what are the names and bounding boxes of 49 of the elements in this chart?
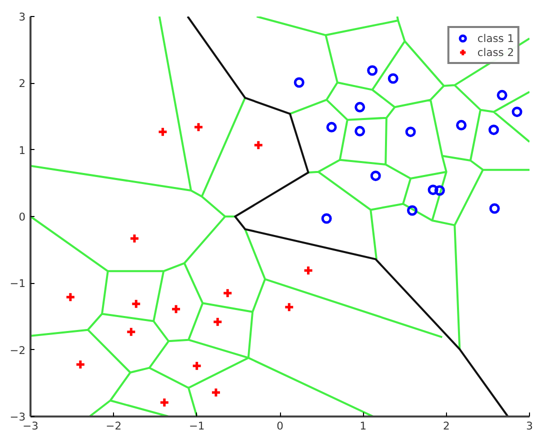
- point: [192, 360, 202, 372]
- y-tick-label: 2: [18, 77, 26, 90]
- legend-label: class 1: [477, 31, 514, 45]
- legend-label: class 2: [477, 45, 514, 59]
- point: [157, 126, 168, 138]
- point: [367, 65, 378, 76]
- point: [303, 265, 314, 276]
- point: [222, 288, 233, 298]
- point: [170, 304, 182, 314]
- y-tick-label: 0: [18, 210, 26, 224]
- point: [210, 387, 222, 398]
- point: [75, 359, 86, 370]
- point: [354, 102, 366, 112]
- point: [354, 126, 366, 136]
- y-tick-label: −1: [10, 277, 26, 290]
- x-tick-label: 0: [276, 420, 284, 432]
- point: [193, 122, 204, 132]
- point: [126, 326, 136, 338]
- x-tick-label: 2: [442, 420, 450, 432]
- point: [130, 298, 142, 310]
- point: [488, 124, 499, 136]
- point: [65, 292, 76, 302]
- point: [456, 120, 467, 130]
- point: [496, 90, 508, 100]
- point: [388, 73, 398, 84]
- point: [405, 126, 416, 138]
- y-tick-label: 1: [18, 144, 26, 157]
- point: [159, 397, 170, 408]
- point: [406, 205, 418, 216]
- x-tick-label: −1: [188, 420, 205, 432]
- point: [370, 170, 381, 182]
- point: [434, 185, 445, 196]
- line-series: [186, 16, 509, 416]
- point: [326, 122, 337, 132]
- x-tick-label: 3: [526, 420, 533, 432]
- point: [321, 213, 332, 224]
- point: [428, 184, 438, 196]
- y-tick-label: −3: [10, 410, 26, 424]
- point: [212, 316, 223, 328]
- x-tick-label: −2: [106, 420, 122, 432]
- point: [512, 106, 522, 118]
- point: [489, 203, 500, 214]
- point: [294, 77, 304, 88]
- y-tick-label: −2: [10, 344, 26, 357]
- x-tick-label: 1: [360, 420, 367, 432]
- point: [129, 233, 140, 244]
- y-tick-label: 3: [18, 10, 26, 24]
- point: [253, 140, 264, 150]
- point: [284, 302, 294, 312]
